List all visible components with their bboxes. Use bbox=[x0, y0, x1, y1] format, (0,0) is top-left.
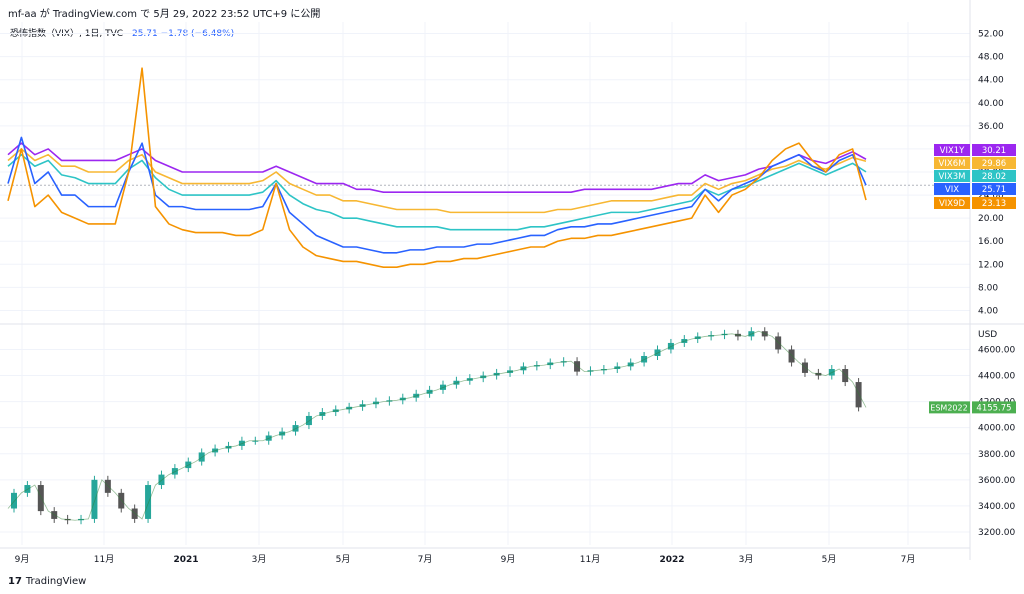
tag-name-bg bbox=[934, 197, 970, 209]
y-tick-label: 4600.00 bbox=[978, 345, 1015, 355]
y-tick-label: 36.00 bbox=[978, 122, 1004, 132]
x-tick-label: 11月 bbox=[94, 554, 114, 565]
y-tick-label: 24.00 bbox=[978, 191, 1004, 201]
candle-body bbox=[118, 492, 125, 509]
y-tick-label: 20.00 bbox=[978, 214, 1004, 224]
vix-plot[interactable] bbox=[7, 67, 867, 268]
x-tick-label: 5月 bbox=[336, 554, 351, 565]
series-line-vix3m bbox=[7, 153, 867, 231]
y-tick-label: 3800.00 bbox=[978, 450, 1015, 460]
price-labels: VIX1Y 30.21 VIX6M 29.86 VIX3M 28.02 VIX 25.71 VI… bbox=[929, 144, 1016, 414]
tag-value-bg bbox=[972, 183, 1016, 195]
y-tick-label: 3400.00 bbox=[978, 502, 1015, 512]
y-tick-label: 44.00 bbox=[978, 76, 1004, 86]
tag-value-bg bbox=[972, 144, 1016, 156]
es-tag-name-bg bbox=[929, 401, 970, 414]
series-line-vix bbox=[7, 136, 867, 254]
y-tick-label: 4.00 bbox=[978, 306, 998, 316]
candle-body bbox=[11, 492, 17, 509]
candle-body bbox=[37, 485, 44, 512]
tradingview-footer[interactable]: 17 TradingView bbox=[8, 576, 86, 587]
candle-body bbox=[158, 474, 165, 486]
y-tick-label: 3600.00 bbox=[978, 476, 1015, 486]
tag-value-bg bbox=[972, 157, 1016, 169]
x-tick-label: 7月 bbox=[418, 554, 433, 565]
y-tick-label: 52.00 bbox=[978, 30, 1004, 40]
candle-body bbox=[91, 479, 98, 519]
y-tick-label: 4000.00 bbox=[978, 424, 1015, 434]
publish-info: mf-aa が TradingView.com で 5月 29, 2022 23… bbox=[8, 9, 321, 20]
x-tick-label: 11月 bbox=[580, 554, 600, 565]
candle-body bbox=[775, 336, 782, 350]
tag-name: VIX bbox=[945, 185, 959, 195]
x-tick-label: 2022 bbox=[659, 555, 684, 565]
tag-value: 30.21 bbox=[982, 146, 1006, 156]
es-tag-name: ESM2022 bbox=[930, 403, 967, 412]
y-tick-label: 16.00 bbox=[978, 237, 1004, 247]
es-tag-value: 4155.75 bbox=[976, 403, 1011, 413]
series-line-vix6m bbox=[7, 148, 867, 214]
tag-value-bg bbox=[972, 197, 1016, 209]
y-tick-label: 3200.00 bbox=[978, 528, 1015, 538]
y-tick-label: 40.00 bbox=[978, 99, 1004, 109]
candle-body bbox=[788, 349, 795, 363]
tag-value: 23.13 bbox=[982, 199, 1006, 209]
tag-value: 28.02 bbox=[982, 172, 1006, 182]
candle-body bbox=[855, 382, 862, 408]
candle-body bbox=[104, 479, 111, 493]
y-tick-label: 12.00 bbox=[978, 260, 1004, 270]
x-tick-label: 3月 bbox=[739, 554, 754, 565]
y-tick-label: 48.00 bbox=[978, 53, 1004, 63]
y-tick-label: 8.00 bbox=[978, 283, 998, 293]
candle-body bbox=[145, 485, 152, 519]
axes: 52.0048.0044.0040.0036.0032.0028.0024.00… bbox=[0, 0, 1024, 565]
es-plot[interactable] bbox=[7, 327, 867, 525]
tag-name-bg bbox=[934, 183, 970, 195]
x-tick-label: 9月 bbox=[501, 554, 516, 565]
y-tick-label: 4400.00 bbox=[978, 372, 1015, 382]
unit-label: USD bbox=[978, 330, 997, 340]
es-tag-value-bg bbox=[972, 401, 1016, 414]
candle-body bbox=[131, 508, 138, 519]
tag-name-bg bbox=[934, 170, 970, 182]
tag-value: 25.71 bbox=[982, 185, 1006, 195]
tag-value-bg bbox=[972, 170, 1016, 182]
series-line-vix9d bbox=[7, 67, 867, 268]
brand-name: TradingView bbox=[25, 576, 87, 587]
tag-name-bg bbox=[934, 157, 970, 169]
tag-name: VIX6M bbox=[939, 159, 966, 169]
x-tick-label: 9月 bbox=[15, 554, 30, 565]
tag-name: VIX9D bbox=[939, 199, 966, 209]
candle-body bbox=[252, 440, 259, 442]
x-tick-label: 3月 bbox=[252, 554, 267, 565]
tradingview-logo-icon: 17 bbox=[8, 576, 22, 587]
grid-lines bbox=[0, 22, 970, 545]
es-close-line bbox=[7, 330, 867, 521]
candle-body bbox=[801, 362, 808, 373]
x-tick-label: 2021 bbox=[173, 555, 198, 565]
tag-name-bg bbox=[934, 144, 970, 156]
tag-name: VIX3M bbox=[939, 172, 966, 182]
tag-value: 29.86 bbox=[982, 159, 1006, 169]
x-tick-label: 5月 bbox=[822, 554, 837, 565]
x-tick-label: 7月 bbox=[901, 554, 916, 565]
candle-body bbox=[842, 369, 849, 383]
tag-name: VIX1Y bbox=[940, 146, 966, 156]
candle-body bbox=[574, 361, 581, 372]
